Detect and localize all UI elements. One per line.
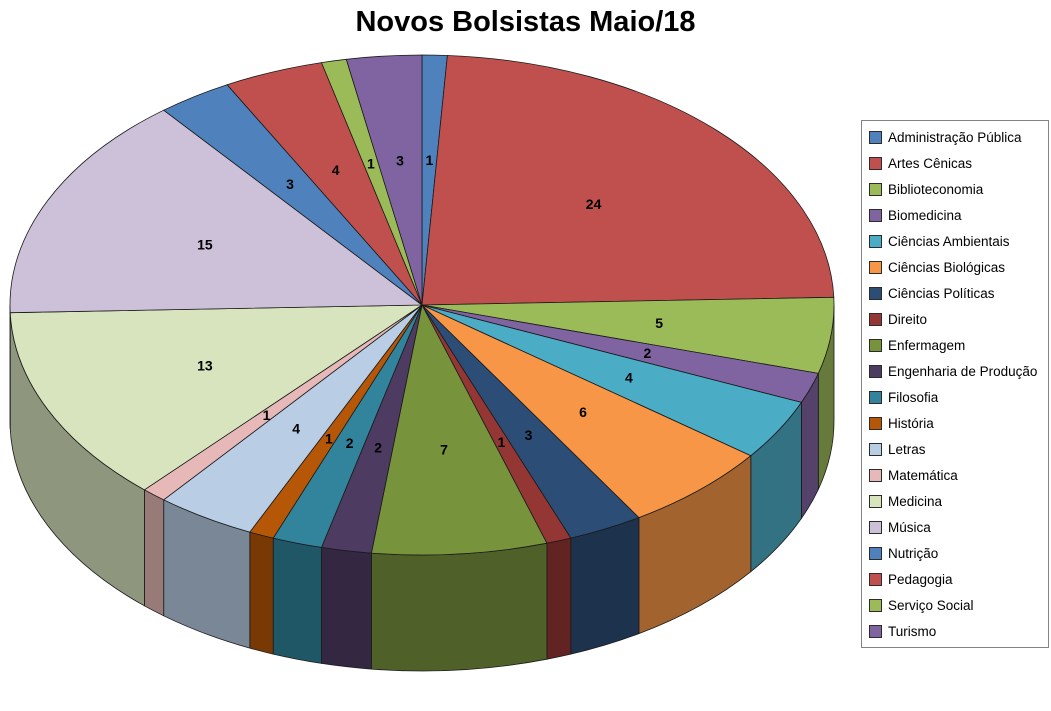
- legend-item: Ciências Ambientais: [862, 228, 1048, 254]
- legend-swatch: [869, 494, 882, 508]
- legend-swatch: [869, 416, 882, 430]
- legend-item: Música: [862, 514, 1048, 540]
- data-label: 13: [197, 358, 213, 374]
- data-label: 3: [286, 176, 294, 192]
- legend-item: Serviço Social: [862, 592, 1048, 618]
- legend-label: Música: [888, 519, 931, 535]
- legend-swatch: [869, 390, 882, 404]
- legend-item: Administração Pública: [862, 124, 1048, 150]
- data-label: 3: [525, 427, 533, 443]
- legend-label: Letras: [888, 441, 926, 457]
- legend-item: Engenharia de Produção: [862, 358, 1048, 384]
- chart-title: Novos Bolsistas Maio/18: [355, 6, 696, 38]
- legend-label: Nutrição: [888, 545, 939, 561]
- legend-item: Direito: [862, 306, 1048, 332]
- legend-item: Enfermagem: [862, 332, 1048, 358]
- legend-item: Filosofia: [862, 384, 1048, 410]
- legend-label: Pedagogia: [888, 571, 953, 587]
- pie-slice: [421, 55, 835, 306]
- legend-label: Matemática: [888, 467, 958, 483]
- legend-swatch: [869, 234, 882, 248]
- pie-slice: [9, 304, 424, 491]
- legend-item: Biomedicina: [862, 202, 1048, 228]
- legend-swatch: [869, 520, 882, 534]
- legend-swatch: [869, 312, 882, 326]
- pie-slice: [370, 303, 548, 556]
- legend-swatch: [869, 598, 882, 612]
- data-label: 1: [367, 155, 375, 171]
- pie-slice-side: [144, 489, 165, 617]
- legend-item: Pedagogia: [862, 566, 1048, 592]
- legend-swatch: [869, 286, 882, 300]
- data-label: 3: [396, 153, 404, 169]
- legend-label: Ciências Políticas: [888, 285, 995, 301]
- legend-label: Ciências Ambientais: [888, 233, 1010, 249]
- data-label: 7: [440, 441, 448, 457]
- pie-slice-side: [546, 537, 572, 660]
- data-label: 2: [644, 345, 652, 361]
- legend-label: Ciências Biológicas: [888, 259, 1006, 275]
- legend-label: Filosofia: [888, 389, 939, 405]
- data-label: 1: [498, 434, 506, 450]
- data-label: 2: [346, 435, 354, 451]
- legend-label: Biomedicina: [888, 207, 962, 223]
- legend-label: Enfermagem: [888, 337, 966, 353]
- legend-swatch: [869, 338, 882, 352]
- legend-label: Administração Pública: [888, 129, 1022, 145]
- data-label: 4: [625, 370, 633, 386]
- pie-slice-side: [570, 517, 640, 655]
- legend-item: Nutrição: [862, 540, 1048, 566]
- pie-slice: [9, 109, 424, 314]
- legend-swatch: [869, 442, 882, 456]
- legend-swatch: [869, 546, 882, 560]
- data-label: 2: [374, 440, 382, 456]
- data-label: 4: [332, 162, 340, 178]
- legend-item: Ciências Políticas: [862, 280, 1048, 306]
- legend-label: Engenharia de Produção: [888, 363, 1038, 379]
- legend-swatch: [869, 208, 882, 222]
- legend-label: Artes Cênicas: [888, 155, 973, 171]
- legend-item: Letras: [862, 436, 1048, 462]
- legend: Administração Pública Artes Cênicas Biblio…: [861, 120, 1049, 648]
- pie-slice-side: [321, 546, 372, 670]
- data-label: 24: [586, 196, 602, 212]
- pie-slice-side: [272, 537, 322, 664]
- legend-swatch: [869, 260, 882, 274]
- legend-label: Medicina: [888, 493, 943, 509]
- data-label: 1: [325, 431, 333, 447]
- data-label: 1: [263, 407, 271, 423]
- pie-slice: [421, 304, 752, 519]
- legend-swatch: [869, 156, 882, 170]
- legend-label: Serviço Social: [888, 597, 974, 613]
- legend-swatch: [869, 182, 882, 196]
- legend-swatch: [869, 572, 882, 586]
- legend-swatch: [869, 624, 882, 638]
- pie-slice-side: [249, 531, 274, 655]
- legend-item: Matemática: [862, 462, 1048, 488]
- legend-item: História: [862, 410, 1048, 436]
- data-label: 6: [579, 404, 587, 420]
- legend-label: Direito: [888, 311, 928, 327]
- data-label: 4: [292, 420, 300, 436]
- legend-label: Biblioteconomia: [888, 181, 984, 197]
- legend-label: Turismo: [888, 623, 937, 639]
- pie-slice: [345, 54, 423, 306]
- legend-item: Turismo: [862, 618, 1048, 644]
- data-label: 5: [655, 315, 663, 331]
- legend-item: Biblioteconomia: [862, 176, 1048, 202]
- legend-swatch: [869, 364, 882, 378]
- pie-slice-side: [371, 542, 548, 672]
- data-label: 1: [426, 152, 434, 168]
- legend-item: Ciências Biológicas: [862, 254, 1048, 280]
- legend-item: Artes Cênicas: [862, 150, 1048, 176]
- data-label: 15: [197, 236, 213, 252]
- legend-swatch: [869, 468, 882, 482]
- legend-swatch: [869, 130, 882, 144]
- legend-label: História: [888, 415, 934, 431]
- legend-item: Medicina: [862, 488, 1048, 514]
